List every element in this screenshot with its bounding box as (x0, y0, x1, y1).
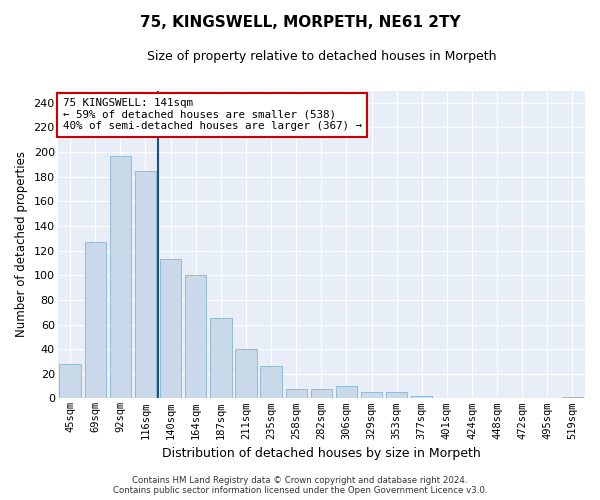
Text: 75 KINGSWELL: 141sqm
← 59% of detached houses are smaller (538)
40% of semi-deta: 75 KINGSWELL: 141sqm ← 59% of detached h… (63, 98, 362, 132)
Bar (235, 349, 257, 399)
Bar (286, 388, 307, 398)
Y-axis label: Number of detached properties: Number of detached properties (15, 152, 28, 338)
Bar (210, 318, 232, 398)
Bar (260, 366, 282, 398)
Bar (59, 364, 81, 398)
Bar (386, 392, 407, 398)
Bar (361, 392, 382, 398)
Bar (562, 397, 583, 398)
Bar (110, 156, 131, 398)
Text: Contains HM Land Registry data © Crown copyright and database right 2024.
Contai: Contains HM Land Registry data © Crown c… (113, 476, 487, 495)
Bar (311, 388, 332, 398)
Bar (160, 259, 181, 398)
Bar (185, 276, 206, 398)
Bar (336, 386, 357, 398)
Title: Size of property relative to detached houses in Morpeth: Size of property relative to detached ho… (146, 50, 496, 63)
X-axis label: Distribution of detached houses by size in Morpeth: Distribution of detached houses by size … (162, 447, 481, 460)
Bar (411, 396, 433, 398)
Bar (85, 242, 106, 398)
Bar (135, 170, 156, 398)
Text: 75, KINGSWELL, MORPETH, NE61 2TY: 75, KINGSWELL, MORPETH, NE61 2TY (140, 15, 460, 30)
